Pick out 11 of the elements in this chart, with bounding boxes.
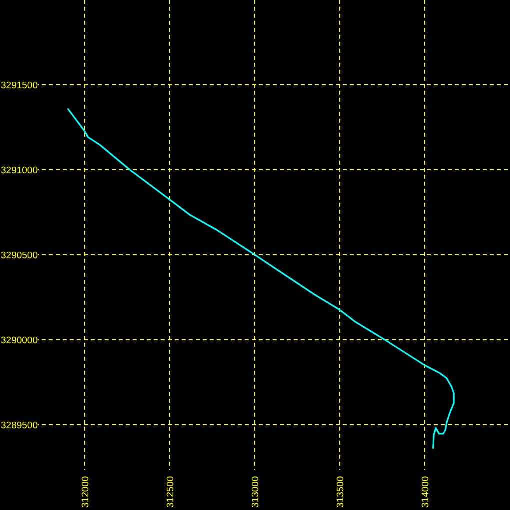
y-tick-label: 3291500 bbox=[1, 80, 38, 92]
y-tick-label: 3290000 bbox=[1, 335, 38, 346]
x-tick-label: 313500 bbox=[335, 476, 346, 508]
x-tick-label: 314000 bbox=[420, 476, 432, 508]
y-tick-label: 3289500 bbox=[1, 420, 38, 432]
x-tick-label: 312500 bbox=[165, 476, 176, 508]
x-tick-label: 312000 bbox=[80, 476, 92, 508]
x-tick-label: 313000 bbox=[250, 476, 262, 508]
y-tick-label: 3290500 bbox=[1, 250, 38, 262]
y-tick-label: 3291000 bbox=[1, 165, 38, 176]
line-series bbox=[68, 108, 455, 450]
